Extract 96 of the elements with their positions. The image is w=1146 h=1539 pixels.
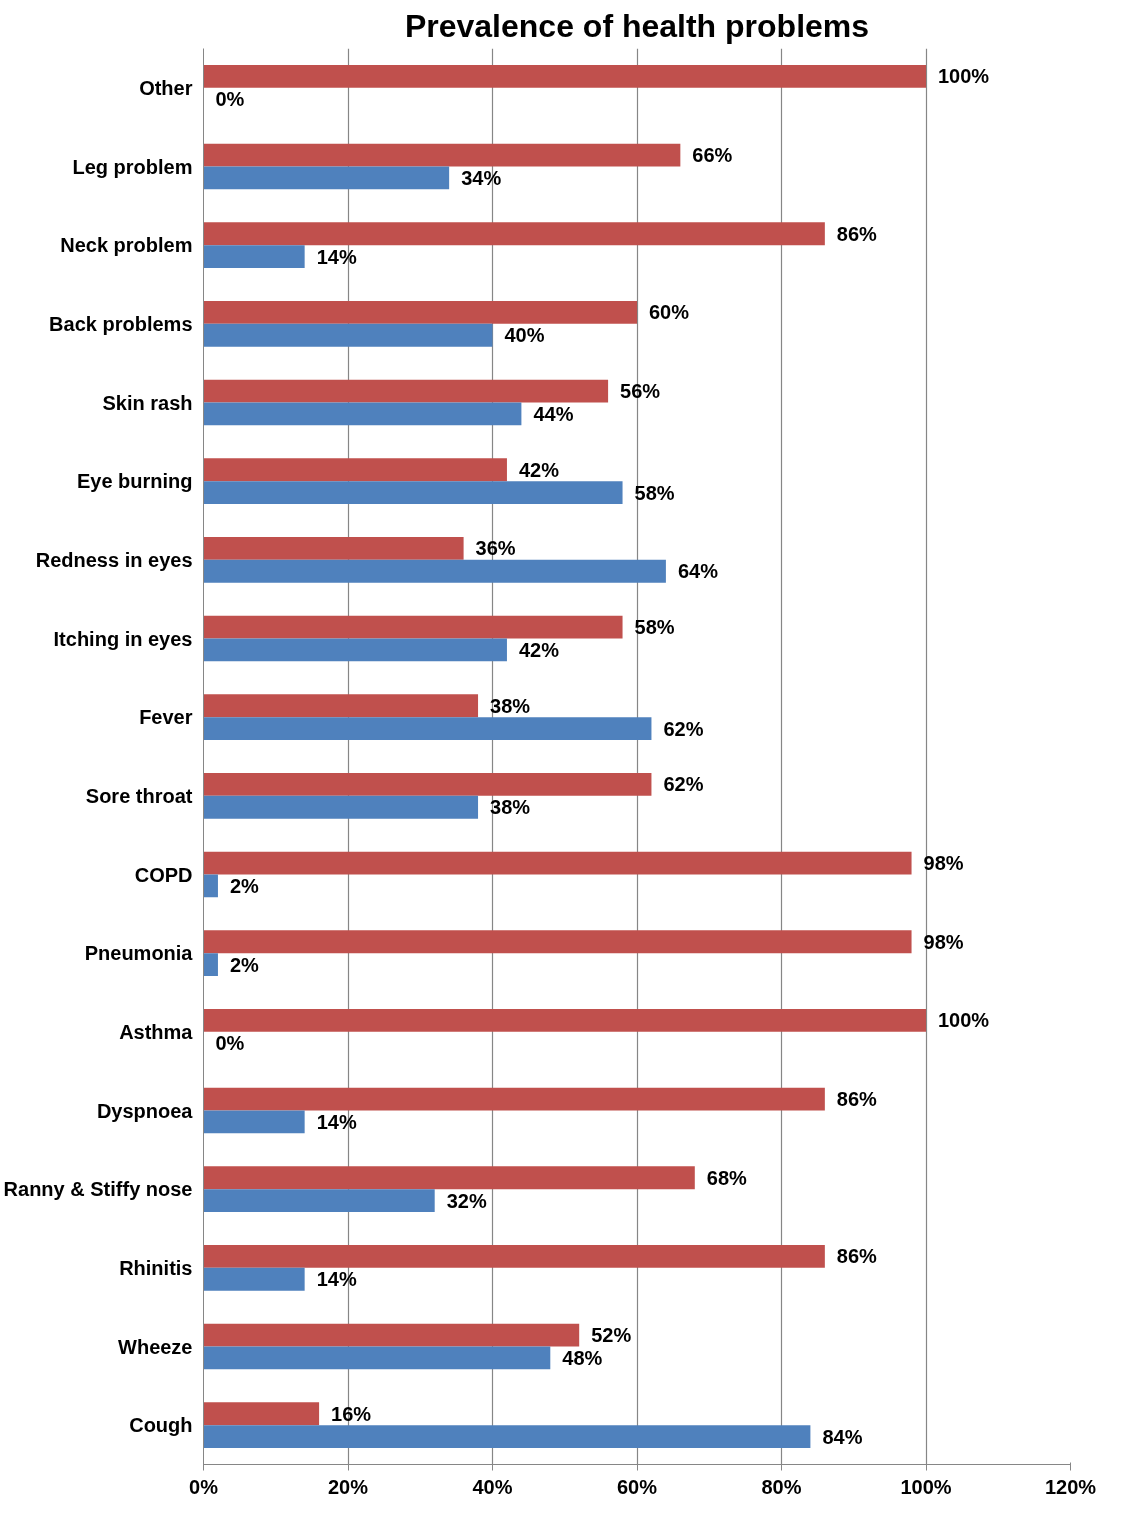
data-label: 58%: [634, 481, 675, 504]
data-label: 0%: [215, 1032, 245, 1055]
bar: [203, 1189, 435, 1212]
data-label: 100%: [938, 65, 990, 88]
y-tick-label: Cough: [129, 1414, 193, 1437]
y-tick-label: COPD: [134, 863, 193, 886]
y-tick-label: Wheeze: [118, 1335, 193, 1358]
bar: [203, 1166, 695, 1190]
data-label: 2%: [229, 874, 260, 897]
bar: [203, 559, 666, 583]
data-label: 98%: [923, 852, 964, 875]
bar: [203, 773, 652, 796]
x-tick-label: 20%: [327, 1475, 369, 1498]
y-tick-label: Redness in eyes: [35, 548, 193, 571]
bar: [203, 458, 507, 482]
bar: [203, 874, 218, 898]
y-tick-label: Ranny & Stiffy nose: [3, 1178, 193, 1201]
data-label: 38%: [490, 694, 531, 717]
bar: [203, 245, 305, 268]
bar: [203, 717, 652, 740]
y-tick-label: Skin rash: [102, 391, 193, 414]
bar: [203, 638, 507, 662]
data-label: 0%: [215, 88, 245, 111]
data-label: 62%: [663, 717, 704, 740]
data-label: 44%: [533, 402, 574, 425]
bar: [203, 1245, 825, 1268]
bar: [203, 1110, 305, 1134]
bar: [203, 402, 522, 426]
y-tick-label: Sore throat: [85, 784, 193, 807]
bar: [203, 222, 825, 246]
x-tick-label: 100%: [900, 1475, 952, 1498]
y-tick-label: Rhinitis: [119, 1256, 193, 1279]
bar: [203, 1346, 551, 1370]
data-label: 14%: [316, 245, 357, 268]
y-tick-label: Asthma: [119, 1020, 194, 1043]
data-label: 14%: [316, 1268, 357, 1291]
bar: [203, 1425, 811, 1448]
data-label: 86%: [836, 222, 878, 245]
data-label: 62%: [663, 773, 704, 796]
y-tick-label: Leg problem: [72, 155, 193, 178]
data-label: 36%: [475, 537, 516, 560]
bar: [203, 143, 681, 167]
data-label: 98%: [923, 930, 964, 953]
data-label: 48%: [562, 1346, 603, 1369]
data-label: 86%: [836, 1245, 878, 1268]
data-label: 84%: [822, 1425, 863, 1448]
bar: [203, 795, 479, 819]
bar: [203, 65, 926, 88]
data-label: 60%: [649, 301, 690, 324]
bar: [203, 694, 479, 718]
x-tick-label: 60%: [616, 1475, 658, 1498]
data-label: 64%: [677, 560, 719, 583]
data-label: 38%: [490, 796, 531, 819]
y-tick-label: Pneumonia: [84, 942, 194, 965]
y-tick-label: Back problems: [49, 312, 193, 335]
x-tick-label: 40%: [472, 1475, 513, 1498]
data-label: 42%: [518, 638, 560, 661]
data-label: 14%: [316, 1110, 357, 1133]
bar: [203, 851, 912, 875]
bar: [203, 379, 609, 403]
data-label: 86%: [836, 1088, 878, 1111]
y-tick-label: Other: [139, 76, 193, 99]
bar: [203, 1267, 305, 1291]
data-label: 16%: [331, 1402, 372, 1425]
bar: [203, 1402, 320, 1426]
bar: [203, 1323, 580, 1347]
data-label: 68%: [706, 1166, 748, 1189]
data-label: 56%: [620, 380, 661, 403]
data-label: 32%: [446, 1189, 487, 1212]
x-tick-label: 80%: [761, 1475, 802, 1498]
bar: [203, 930, 912, 954]
bar: [203, 953, 218, 976]
data-label: 40%: [504, 324, 545, 347]
x-tick-label: 0%: [189, 1475, 219, 1498]
bar: [203, 615, 623, 639]
bar: [203, 1009, 926, 1032]
data-label: 42%: [518, 458, 560, 481]
y-tick-label: Itching in eyes: [53, 627, 193, 650]
bar: [203, 323, 493, 347]
data-label: 100%: [938, 1009, 990, 1032]
data-label: 52%: [591, 1324, 632, 1347]
bar: [203, 481, 623, 504]
data-label: 2%: [229, 953, 260, 976]
data-label: 66%: [692, 144, 733, 167]
x-tick-label: 120%: [1044, 1475, 1097, 1498]
bar: [203, 1087, 825, 1111]
chart-title: Prevalence of health problems: [404, 7, 870, 44]
bar: [203, 166, 450, 190]
y-tick-label: Dyspnoea: [96, 1099, 194, 1122]
data-label: 58%: [634, 616, 675, 639]
y-tick-label: Neck problem: [60, 234, 193, 257]
y-tick-label: Eye burning: [76, 470, 193, 493]
y-tick-label: Fever: [139, 706, 193, 729]
bar: [203, 537, 464, 560]
bar: [203, 301, 637, 324]
data-label: 34%: [461, 166, 502, 189]
